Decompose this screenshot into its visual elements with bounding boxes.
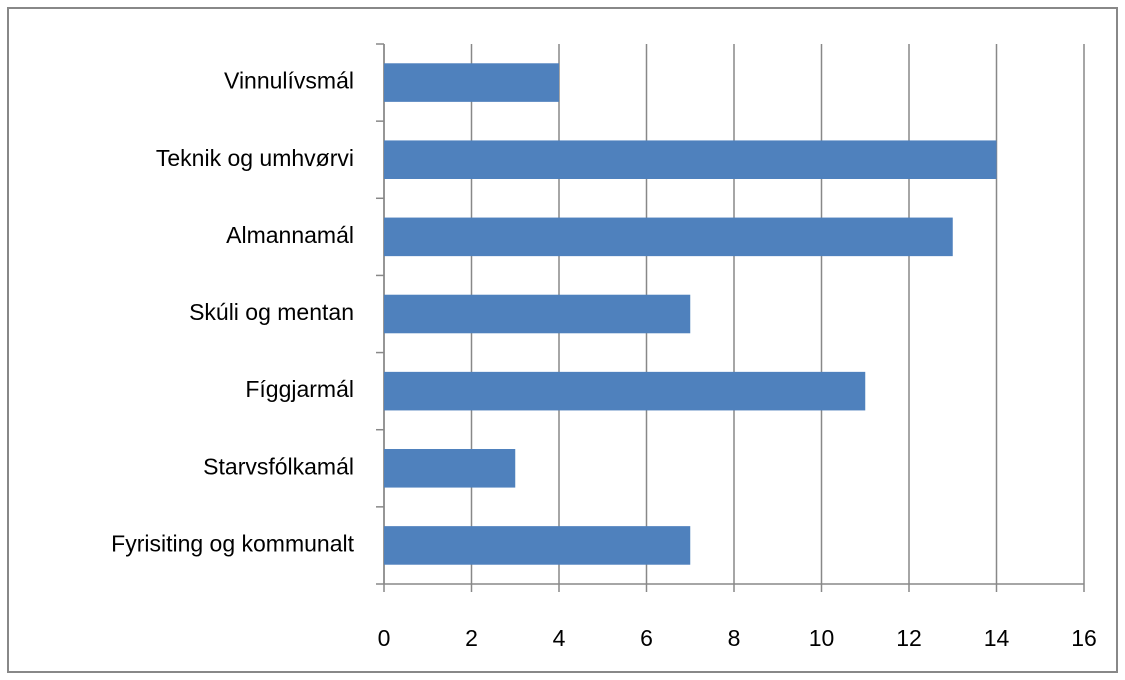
- x-tick-label: 2: [465, 625, 478, 651]
- bar: [384, 140, 997, 179]
- y-tick-label: Vinnulívsmál: [224, 68, 354, 94]
- bar: [384, 526, 691, 565]
- bar: [384, 294, 691, 334]
- x-tick-label: 14: [984, 625, 1010, 651]
- y-tick-label: Fíggjarmál: [245, 376, 354, 402]
- x-tick-label: 16: [1071, 625, 1097, 651]
- x-tick-label: 12: [896, 625, 922, 651]
- bar: [384, 217, 953, 257]
- x-tick-label: 6: [640, 625, 653, 651]
- x-tick-label: 10: [809, 625, 835, 651]
- y-tick-label: Teknik og umhvørvi: [156, 145, 354, 171]
- bar: [384, 371, 866, 411]
- x-tick-label: 8: [728, 625, 741, 651]
- bar: [384, 63, 559, 102]
- chart-frame: [7, 7, 1118, 673]
- y-tick-label: Skúli og mentan: [189, 299, 354, 325]
- y-tick-label: Fyrisiting og kommunalt: [111, 531, 354, 557]
- x-tick-label: 0: [378, 625, 391, 651]
- y-tick-label: Almannamál: [226, 222, 354, 248]
- bar: [384, 449, 516, 488]
- x-tick-label: 4: [553, 625, 566, 651]
- y-tick-label: Starvsfólkamál: [203, 453, 354, 479]
